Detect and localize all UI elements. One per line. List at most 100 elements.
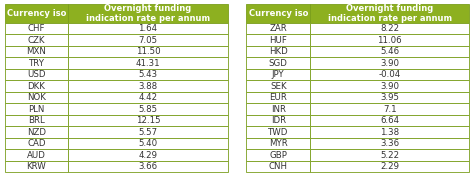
Text: 5.46: 5.46: [380, 47, 399, 56]
Text: CNH: CNH: [269, 162, 288, 171]
Text: TRY: TRY: [28, 59, 45, 68]
Text: GBP: GBP: [269, 151, 287, 160]
Text: 3.90: 3.90: [380, 82, 399, 91]
Text: SGD: SGD: [269, 59, 288, 68]
Text: JPY: JPY: [272, 70, 284, 79]
Bar: [5, 23, 68, 34]
Text: TWD: TWD: [268, 128, 288, 137]
Text: 3.88: 3.88: [138, 82, 157, 91]
Text: 3.95: 3.95: [380, 93, 399, 102]
Text: NZD: NZD: [27, 128, 46, 137]
Text: 11.50: 11.50: [136, 47, 160, 56]
Bar: [310, 57, 469, 69]
Text: 5.85: 5.85: [138, 105, 157, 114]
Text: EUR: EUR: [269, 93, 287, 102]
Text: CHF: CHF: [28, 24, 45, 33]
Bar: [246, 161, 310, 172]
Bar: [5, 46, 68, 57]
Text: AUD: AUD: [27, 151, 46, 160]
Bar: [5, 92, 68, 103]
Bar: [68, 127, 228, 138]
Bar: [246, 103, 310, 115]
Bar: [310, 161, 469, 172]
Bar: [68, 69, 228, 80]
Bar: [68, 4, 228, 23]
Text: 3.66: 3.66: [138, 162, 157, 171]
Bar: [68, 80, 228, 92]
Text: 7.05: 7.05: [138, 36, 157, 45]
Bar: [5, 115, 68, 127]
Bar: [246, 92, 310, 103]
Bar: [68, 23, 228, 34]
Bar: [68, 92, 228, 103]
Text: KRW: KRW: [27, 162, 46, 171]
Text: BRL: BRL: [28, 116, 45, 125]
Text: 7.1: 7.1: [383, 105, 396, 114]
Text: 1.38: 1.38: [380, 128, 399, 137]
Bar: [246, 57, 310, 69]
Bar: [246, 127, 310, 138]
Text: 5.22: 5.22: [380, 151, 399, 160]
Bar: [5, 127, 68, 138]
Text: Overnight funding
indication rate per annum: Overnight funding indication rate per an…: [328, 4, 452, 23]
Bar: [310, 127, 469, 138]
Bar: [246, 138, 310, 149]
Text: 6.64: 6.64: [380, 116, 399, 125]
Bar: [310, 80, 469, 92]
Bar: [68, 115, 228, 127]
Bar: [310, 149, 469, 161]
Bar: [246, 46, 310, 57]
Text: CZK: CZK: [28, 36, 45, 45]
Bar: [68, 161, 228, 172]
Bar: [310, 34, 469, 46]
Text: MYR: MYR: [269, 139, 288, 148]
Text: 4.42: 4.42: [138, 93, 157, 102]
Bar: [246, 34, 310, 46]
Text: SEK: SEK: [270, 82, 287, 91]
Text: 5.40: 5.40: [138, 139, 157, 148]
Text: 3.90: 3.90: [380, 59, 399, 68]
Bar: [246, 80, 310, 92]
Bar: [5, 161, 68, 172]
Bar: [310, 46, 469, 57]
Bar: [68, 149, 228, 161]
Text: 1.64: 1.64: [138, 24, 157, 33]
Bar: [246, 69, 310, 80]
Bar: [5, 4, 68, 23]
Bar: [310, 103, 469, 115]
Bar: [246, 23, 310, 34]
Bar: [5, 69, 68, 80]
Bar: [5, 34, 68, 46]
Text: HKD: HKD: [269, 47, 288, 56]
Bar: [310, 138, 469, 149]
Text: USD: USD: [27, 70, 46, 79]
Text: 5.57: 5.57: [138, 128, 157, 137]
Text: 8.22: 8.22: [380, 24, 399, 33]
Text: DKK: DKK: [27, 82, 46, 91]
Text: ZAR: ZAR: [269, 24, 287, 33]
Bar: [246, 149, 310, 161]
Bar: [246, 115, 310, 127]
Text: Currency iso: Currency iso: [248, 9, 308, 18]
Text: MXN: MXN: [27, 47, 46, 56]
Text: Currency iso: Currency iso: [7, 9, 66, 18]
Text: INR: INR: [271, 105, 286, 114]
Bar: [68, 138, 228, 149]
Text: -0.04: -0.04: [379, 70, 401, 79]
Text: 41.31: 41.31: [136, 59, 160, 68]
Text: 2.29: 2.29: [380, 162, 399, 171]
Bar: [310, 4, 469, 23]
Bar: [68, 103, 228, 115]
Text: Overnight funding
indication rate per annum: Overnight funding indication rate per an…: [86, 4, 210, 23]
Bar: [5, 149, 68, 161]
Bar: [5, 138, 68, 149]
Bar: [68, 34, 228, 46]
Bar: [5, 80, 68, 92]
Text: PLN: PLN: [28, 105, 45, 114]
Bar: [310, 69, 469, 80]
Text: 3.36: 3.36: [380, 139, 399, 148]
Text: 4.29: 4.29: [138, 151, 157, 160]
Text: 11.06: 11.06: [377, 36, 402, 45]
Text: HUF: HUF: [269, 36, 287, 45]
Text: CAD: CAD: [27, 139, 46, 148]
